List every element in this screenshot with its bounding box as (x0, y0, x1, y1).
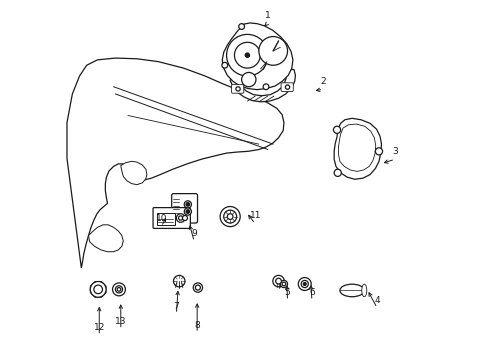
Circle shape (280, 280, 287, 288)
Text: 9: 9 (191, 229, 197, 238)
Circle shape (301, 280, 308, 288)
Circle shape (241, 72, 255, 87)
Circle shape (195, 285, 200, 290)
Polygon shape (88, 225, 123, 252)
Polygon shape (121, 161, 147, 185)
Text: 6: 6 (308, 288, 314, 297)
FancyBboxPatch shape (153, 208, 190, 228)
Circle shape (238, 24, 244, 30)
FancyBboxPatch shape (281, 83, 293, 91)
Circle shape (220, 207, 240, 226)
Circle shape (244, 53, 249, 57)
Text: 1: 1 (264, 10, 270, 19)
Circle shape (222, 62, 227, 68)
Circle shape (258, 37, 287, 65)
Text: 8: 8 (194, 321, 200, 330)
Text: 5: 5 (284, 288, 290, 297)
Text: 3: 3 (391, 147, 397, 156)
Ellipse shape (361, 284, 366, 297)
Circle shape (303, 283, 305, 285)
Polygon shape (222, 23, 292, 90)
Circle shape (223, 210, 236, 223)
Text: 2: 2 (320, 77, 325, 86)
Circle shape (182, 216, 187, 221)
Circle shape (176, 214, 184, 222)
Circle shape (298, 278, 310, 291)
Circle shape (285, 85, 289, 89)
Circle shape (185, 210, 189, 213)
Circle shape (333, 169, 341, 176)
FancyBboxPatch shape (171, 194, 197, 223)
Circle shape (193, 283, 202, 292)
Circle shape (282, 282, 285, 286)
Circle shape (333, 126, 340, 134)
Circle shape (272, 275, 284, 287)
Text: 13: 13 (115, 317, 126, 326)
Circle shape (234, 42, 260, 68)
Circle shape (184, 208, 191, 215)
Circle shape (112, 283, 125, 296)
Circle shape (263, 84, 268, 90)
Circle shape (173, 275, 184, 287)
Circle shape (227, 214, 233, 220)
Polygon shape (67, 58, 284, 268)
Circle shape (226, 35, 267, 76)
Circle shape (117, 288, 121, 291)
Text: 11: 11 (249, 211, 261, 220)
Circle shape (94, 285, 102, 294)
Text: 4: 4 (374, 296, 379, 305)
Text: 7: 7 (173, 302, 179, 311)
FancyBboxPatch shape (231, 85, 244, 93)
Text: 12: 12 (93, 323, 105, 332)
Circle shape (115, 286, 122, 293)
Polygon shape (230, 69, 295, 102)
Ellipse shape (339, 284, 364, 297)
Circle shape (375, 148, 382, 155)
Circle shape (184, 201, 191, 208)
FancyBboxPatch shape (156, 213, 174, 225)
Circle shape (185, 203, 189, 206)
Polygon shape (333, 118, 381, 179)
Circle shape (235, 87, 240, 91)
Circle shape (90, 282, 106, 297)
Text: 10: 10 (155, 214, 167, 223)
Circle shape (275, 278, 281, 284)
Circle shape (178, 216, 183, 220)
Polygon shape (338, 124, 375, 171)
